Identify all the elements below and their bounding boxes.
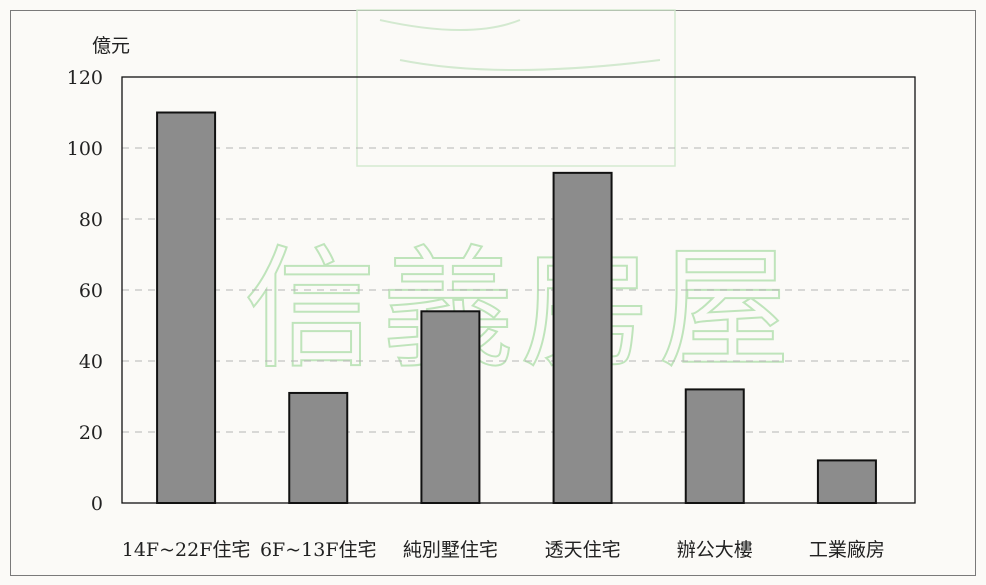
y-tick-label: 40 — [79, 351, 103, 373]
y-tick-label: 100 — [67, 138, 103, 160]
y-tick-label: 80 — [79, 209, 103, 231]
axes — [121, 76, 916, 504]
y-tick-label: 120 — [67, 67, 103, 89]
bar — [816, 459, 877, 504]
y-tick-label: 20 — [79, 422, 103, 444]
bar — [156, 111, 217, 504]
plot-area-border — [121, 76, 916, 504]
bar — [288, 391, 349, 505]
watermark-text: 信義房屋 — [244, 233, 796, 387]
x-category-labels: 14F~22F住宅 6F~13F住宅 純別墅住宅 透天住宅 辦公大樓 工業廠房 — [122, 538, 885, 561]
bars — [156, 111, 877, 505]
x-category-label: 純別墅住宅 — [403, 539, 498, 561]
bar — [420, 310, 481, 504]
y-tick-label: 60 — [79, 280, 103, 302]
x-category-label: 6F~13F住宅 — [260, 539, 377, 561]
x-category-label: 辦公大樓 — [677, 539, 753, 561]
x-category-label: 透天住宅 — [545, 539, 621, 561]
grid-lines — [122, 147, 915, 433]
bar — [684, 388, 745, 504]
watermark-logo — [356, 9, 676, 167]
y-axis-unit-label: 億元 — [92, 35, 130, 57]
y-tick-labels: 0 20 40 60 80 100 120 — [67, 67, 103, 515]
bar — [552, 171, 613, 504]
x-category-label: 工業廠房 — [809, 538, 885, 561]
y-tick-label: 0 — [91, 493, 103, 515]
x-category-label: 14F~22F住宅 — [122, 539, 251, 561]
